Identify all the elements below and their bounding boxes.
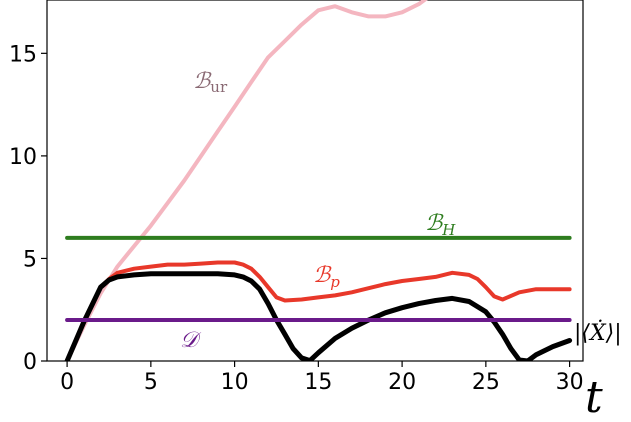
series-label-bur: ℬur [193, 69, 228, 96]
x-tick-label: 20 [388, 370, 416, 395]
x-tick-label: 15 [304, 370, 332, 395]
series-label-d: 𝒟 [180, 328, 202, 353]
bur-symbol: ℬ [193, 69, 212, 94]
bh-sub: H [441, 221, 456, 239]
x-axis-variable: t [585, 372, 603, 422]
x-tick-label: 5 [144, 370, 158, 395]
plot-frame [46, 0, 584, 362]
x-tick-label: 25 [472, 370, 500, 395]
series-label-bp: ℬp [313, 263, 340, 291]
x-tick-label: 10 [221, 370, 249, 395]
y-tick-label: 15 [9, 42, 37, 67]
bp-sub: p [330, 273, 340, 291]
series-label-xdot: |⟨Ẋ⟩| [574, 319, 622, 346]
y-tick-label: 5 [23, 247, 37, 272]
x-tick-label: 30 [556, 370, 584, 395]
series-line-bur [65, 0, 428, 361]
x-tick-label: 0 [60, 370, 74, 395]
bur-sub: ur [210, 78, 228, 96]
y-tick-label: 10 [9, 145, 37, 170]
series-line-bp [65, 260, 572, 361]
series-line-xdot [64, 271, 573, 361]
series-label-bh: ℬH [425, 211, 456, 239]
y-tick-label: 0 [23, 350, 37, 375]
